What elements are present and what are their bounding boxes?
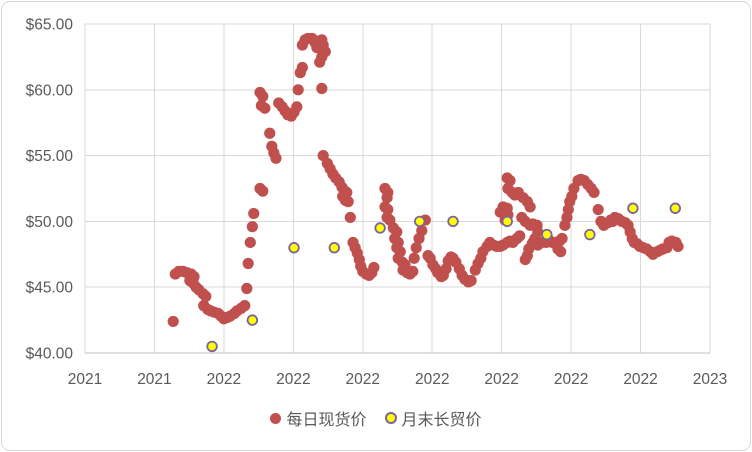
daily-spot-point [407, 265, 419, 278]
daily-spot-point [316, 82, 328, 95]
monthly-contract-point [328, 242, 341, 254]
daily-spot-point [416, 225, 428, 237]
monthly-contract-point [584, 228, 596, 241]
daily-spot-point [259, 102, 271, 114]
monthly-contract-point [246, 314, 259, 326]
legend-item-monthly-contract: 月末长贸价 [384, 406, 482, 430]
daily-spot-point [672, 240, 684, 253]
x-tick-label: 2022 [623, 371, 657, 388]
daily-spot-point [381, 192, 393, 204]
monthly-contract-point [414, 215, 426, 228]
x-tick-label: 2022 [346, 371, 380, 388]
daily-spot-point [556, 232, 568, 245]
daily-spot-point [242, 257, 254, 270]
x-tick-label: 2022 [415, 371, 449, 388]
legend-label-monthly-contract: 月末长贸价 [401, 412, 482, 429]
x-tick-label: 2022 [207, 371, 241, 388]
daily-spot-point [167, 315, 179, 328]
daily-spot-point [524, 201, 536, 213]
daily-spot-point [292, 84, 304, 96]
red-dot-icon [270, 412, 282, 424]
daily-spot-point [257, 90, 269, 102]
daily-spot-point [291, 101, 303, 113]
daily-spot-point [296, 61, 308, 74]
x-tick-label: 2022 [484, 371, 518, 388]
daily-spot-point [270, 152, 282, 164]
y-tick-label: $65.00 [26, 17, 74, 34]
monthly-contract-point [669, 202, 681, 214]
monthly-contract-point [447, 215, 459, 228]
monthly-contract-point [206, 340, 218, 353]
y-tick-label: $45.00 [26, 280, 74, 297]
daily-spot-point [342, 196, 354, 208]
daily-spot-point [257, 185, 269, 197]
monthly-contract-point [501, 215, 513, 228]
monthly-contract-point [541, 228, 553, 241]
monthly-contract-point [288, 242, 300, 254]
y-tick-label: $55.00 [26, 148, 74, 165]
daily-spot-point [264, 127, 276, 139]
daily-spot-point [200, 290, 212, 303]
legend-label-daily-spot: 每日现货价 [286, 412, 367, 429]
y-tick-label: $40.00 [26, 346, 74, 363]
daily-spot-point [555, 246, 567, 258]
legend: 每日现货价 月末长贸价 [0, 406, 752, 430]
daily-spot-point [248, 207, 260, 220]
daily-spot-point [588, 186, 600, 199]
daily-spot-point [239, 300, 251, 312]
x-tick-label: 2023 [693, 371, 727, 388]
x-tick-label: 2022 [276, 371, 310, 388]
daily-spot-point [514, 230, 526, 242]
monthly-contract-point [627, 202, 639, 214]
daily-spot-point [246, 221, 258, 233]
daily-spot-point [519, 253, 531, 266]
daily-spot-point [465, 275, 477, 287]
x-tick-label: 2022 [554, 371, 588, 388]
daily-spot-point [368, 261, 380, 274]
x-tick-label: 2021 [68, 371, 102, 388]
y-tick-label: $50.00 [26, 214, 74, 231]
daily-spot-point [408, 252, 420, 264]
y-tick-label: $60.00 [26, 82, 74, 99]
daily-spot-point [241, 282, 253, 295]
daily-spot-point [344, 211, 356, 224]
legend-item-daily-spot: 每日现货价 [270, 406, 367, 430]
daily-spot-point [592, 203, 604, 216]
yellow-dot-icon [384, 412, 397, 424]
daily-spot-point [314, 56, 326, 68]
daily-spot-point [244, 236, 256, 249]
monthly-contract-point [374, 222, 386, 234]
x-tick-label: 2021 [137, 371, 171, 388]
daily-spot-point [410, 242, 422, 254]
